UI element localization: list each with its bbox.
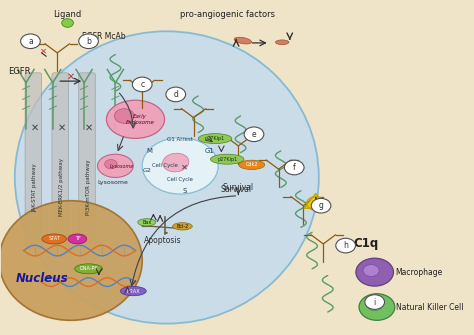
Text: Lysosome: Lysosome <box>110 164 134 169</box>
Text: ✕: ✕ <box>58 123 66 133</box>
Text: Cell Cycle: Cell Cycle <box>152 163 177 169</box>
Text: Natural Killer Cell: Natural Killer Cell <box>396 303 463 312</box>
Text: Survival: Survival <box>220 185 252 194</box>
Text: PI3K-mTOR pathway: PI3K-mTOR pathway <box>86 159 91 215</box>
Text: M: M <box>146 147 152 153</box>
Text: TF: TF <box>74 237 80 242</box>
Circle shape <box>284 160 304 175</box>
Ellipse shape <box>234 37 252 44</box>
Text: G2: G2 <box>142 169 151 174</box>
Text: S: S <box>182 188 187 194</box>
FancyBboxPatch shape <box>52 73 68 249</box>
Ellipse shape <box>15 31 319 324</box>
Text: !: ! <box>314 197 318 206</box>
Circle shape <box>244 127 264 142</box>
Circle shape <box>20 34 40 49</box>
Text: ✕: ✕ <box>67 72 75 82</box>
Text: e: e <box>252 130 256 139</box>
Text: Cell Cycle: Cell Cycle <box>167 177 193 182</box>
FancyBboxPatch shape <box>25 73 42 249</box>
Text: STAT: STAT <box>48 237 60 242</box>
Circle shape <box>365 295 384 309</box>
Circle shape <box>166 87 186 102</box>
Text: i: i <box>374 297 376 307</box>
Text: Bcl-2: Bcl-2 <box>176 224 189 229</box>
Text: f: f <box>293 163 296 172</box>
Text: EGFR: EGFR <box>8 67 30 76</box>
Text: p27Kip1: p27Kip1 <box>217 157 237 162</box>
Text: p27Kip1: p27Kip1 <box>205 136 225 141</box>
Ellipse shape <box>275 40 289 45</box>
Text: C1q: C1q <box>353 238 378 250</box>
Ellipse shape <box>163 153 189 172</box>
Text: b: b <box>86 37 91 46</box>
Ellipse shape <box>0 201 142 320</box>
Circle shape <box>62 19 73 27</box>
Text: Bax: Bax <box>142 220 151 225</box>
Circle shape <box>132 77 152 92</box>
Text: Early
Endosome: Early Endosome <box>126 114 155 125</box>
Circle shape <box>356 258 393 286</box>
Text: g: g <box>319 201 323 210</box>
Text: a: a <box>28 37 33 46</box>
Text: DNA-PK: DNA-PK <box>79 266 98 271</box>
Circle shape <box>367 300 382 311</box>
Text: pro-angiogenic factors: pro-angiogenic factors <box>180 10 274 19</box>
Text: JAK-STAT pathway: JAK-STAT pathway <box>32 163 37 212</box>
Text: H2AX: H2AX <box>127 288 140 293</box>
Ellipse shape <box>68 234 87 244</box>
Text: Nucleus: Nucleus <box>15 272 68 285</box>
Ellipse shape <box>42 234 66 244</box>
Text: h: h <box>343 241 348 250</box>
Ellipse shape <box>138 219 155 226</box>
Text: ✕: ✕ <box>84 123 92 133</box>
Ellipse shape <box>239 160 264 170</box>
Circle shape <box>359 294 395 320</box>
Ellipse shape <box>173 223 192 230</box>
FancyBboxPatch shape <box>79 73 95 249</box>
Circle shape <box>105 159 117 169</box>
Text: Survival: Survival <box>223 183 254 192</box>
Text: d: d <box>173 90 178 99</box>
Text: Cdk2: Cdk2 <box>246 162 258 168</box>
Ellipse shape <box>210 154 244 164</box>
Circle shape <box>115 109 134 123</box>
Text: G1 Arrest: G1 Arrest <box>167 137 193 142</box>
Text: ✕: ✕ <box>31 123 39 133</box>
Ellipse shape <box>107 100 164 138</box>
Text: MEK-ERK1/2 pathway: MEK-ERK1/2 pathway <box>59 158 64 216</box>
Text: Macrophage: Macrophage <box>395 268 442 277</box>
Circle shape <box>79 34 99 49</box>
Text: ✕: ✕ <box>181 163 188 172</box>
Ellipse shape <box>75 264 102 274</box>
Text: Lysosome: Lysosome <box>98 180 128 185</box>
Circle shape <box>336 238 356 253</box>
Circle shape <box>363 265 379 276</box>
Circle shape <box>142 138 218 194</box>
Text: EGFR McAb: EGFR McAb <box>82 32 126 42</box>
Ellipse shape <box>98 154 133 178</box>
Text: Apoptosis: Apoptosis <box>144 236 181 245</box>
Circle shape <box>311 198 331 213</box>
Text: G1: G1 <box>204 147 214 153</box>
Text: c: c <box>140 80 144 89</box>
Ellipse shape <box>120 286 146 296</box>
Ellipse shape <box>198 134 232 144</box>
Text: ✕: ✕ <box>40 47 47 56</box>
Text: Ligand: Ligand <box>54 10 82 19</box>
